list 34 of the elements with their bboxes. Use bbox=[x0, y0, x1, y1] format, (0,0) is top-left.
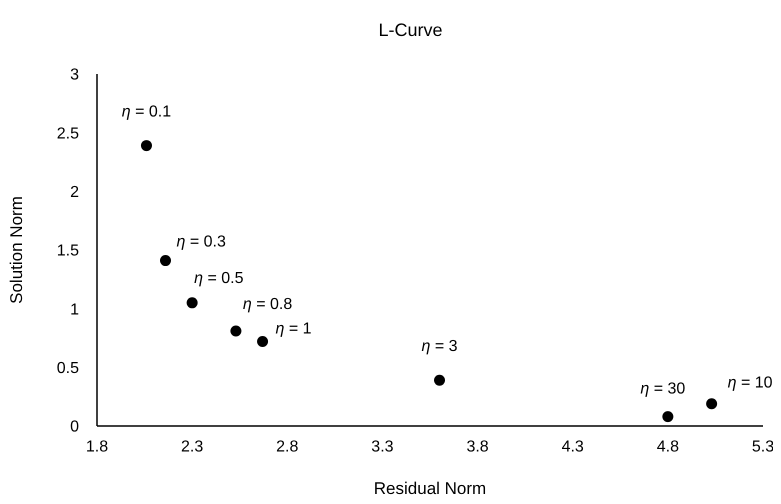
annotation: η = 0.8 bbox=[242, 296, 292, 313]
annotation: η = 0.3 bbox=[176, 234, 226, 251]
annotation: η = 10 bbox=[728, 374, 773, 392]
x-tick-label: 4.3 bbox=[562, 438, 584, 456]
y-tick-label: 2.5 bbox=[56, 125, 80, 142]
annotation: η = 1 bbox=[276, 320, 312, 338]
x-tick-label: 3.3 bbox=[371, 438, 394, 456]
x-axis-title: Residual Norm bbox=[374, 479, 486, 498]
y-tick-label: 2 bbox=[70, 184, 80, 202]
point bbox=[140, 140, 152, 152]
x-tick-label: 4.8 bbox=[656, 438, 680, 456]
x-tick-label: 3.8 bbox=[466, 438, 489, 456]
x-tick-label: 1.8 bbox=[86, 438, 108, 456]
y-tick-label: 0 bbox=[70, 418, 80, 436]
point bbox=[434, 374, 446, 386]
chart-title: L-Curve bbox=[377, 19, 444, 42]
annotation: η = 3 bbox=[422, 338, 458, 356]
point bbox=[257, 336, 268, 348]
annotation: η = 30 bbox=[640, 380, 686, 398]
point bbox=[186, 297, 198, 308]
x-tick-label: 5.3 bbox=[752, 438, 774, 456]
annotation: η = 0.1 bbox=[122, 104, 172, 121]
x-tick-label: 2.3 bbox=[181, 438, 204, 456]
point bbox=[706, 398, 718, 410]
point bbox=[160, 255, 172, 266]
y-tick-label: 1 bbox=[70, 301, 80, 318]
y-tick-label: 3 bbox=[70, 66, 80, 84]
point bbox=[662, 411, 674, 422]
y-axis-title: Solution Norm bbox=[7, 196, 26, 304]
x-tick-label: 2.8 bbox=[276, 438, 299, 456]
y-tick-label: 1.5 bbox=[56, 242, 80, 260]
y-tick-label: 0.5 bbox=[56, 360, 80, 378]
annotation: η = 0.5 bbox=[194, 270, 244, 287]
point bbox=[230, 325, 242, 336]
